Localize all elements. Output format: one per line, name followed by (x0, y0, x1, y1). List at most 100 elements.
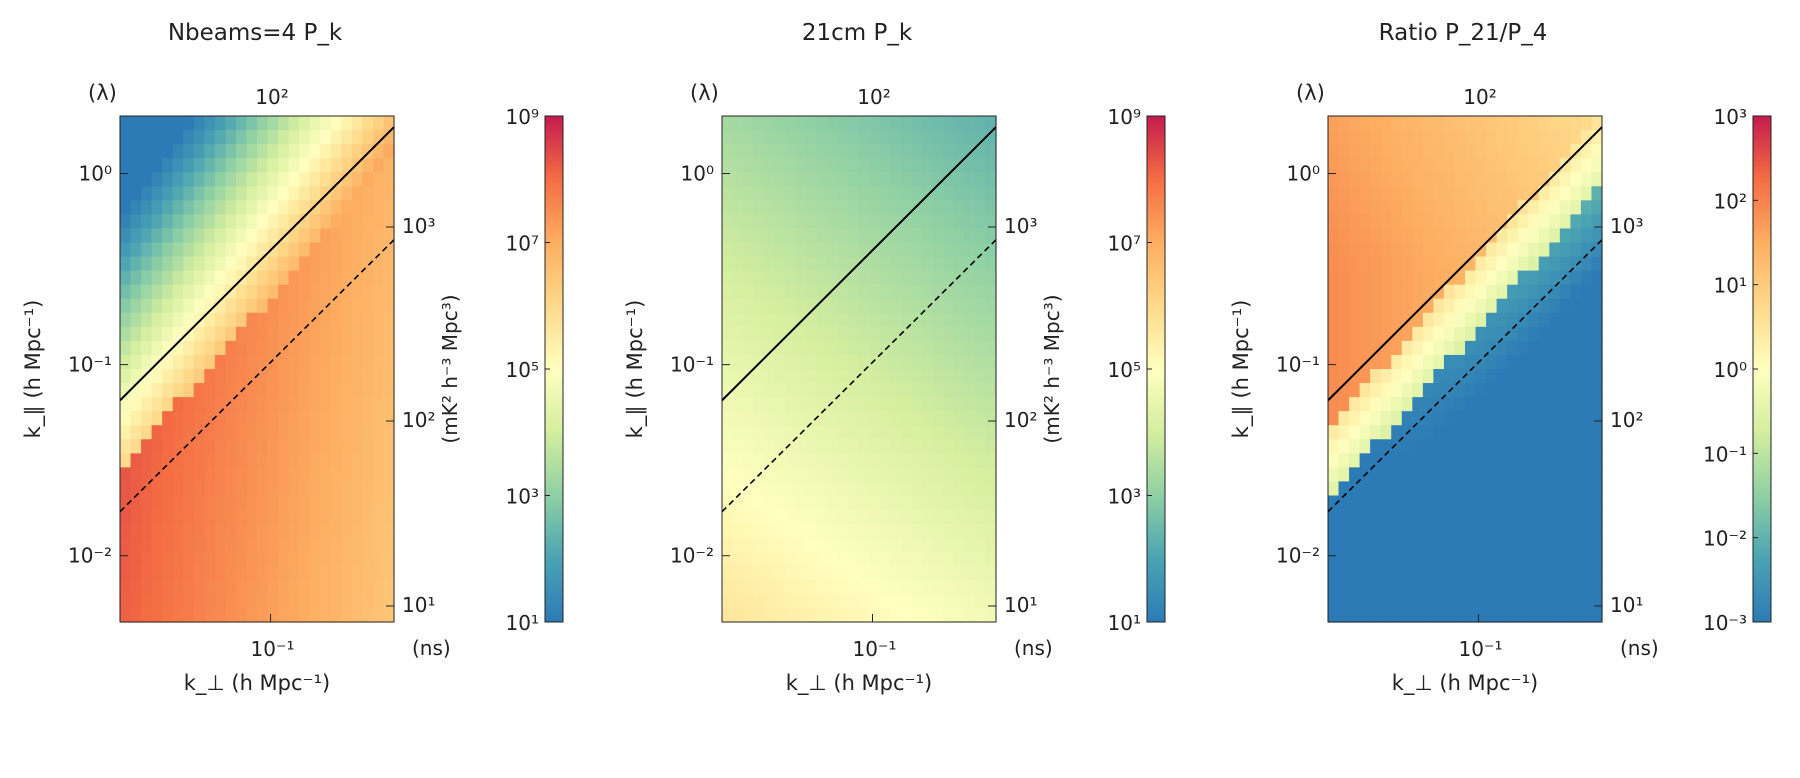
heatmap-cell (732, 340, 744, 356)
heatmap-cell (214, 411, 226, 426)
heatmap-cell (1328, 130, 1340, 145)
heatmap-cell (278, 481, 290, 497)
heatmap-cell (1370, 242, 1382, 258)
heatmap-cell (1359, 158, 1371, 173)
heatmap-cell (1401, 200, 1413, 215)
heatmap-cell (932, 116, 944, 131)
heatmap-cell (1570, 186, 1582, 201)
heatmap-cell (288, 607, 300, 623)
heatmap-cell (806, 130, 818, 145)
heatmap-cell (1380, 172, 1392, 187)
heatmap-cell (943, 383, 955, 398)
y-tick-label: 10⁰ (1287, 162, 1320, 186)
heatmap-cell (162, 565, 174, 581)
heatmap-cell (288, 130, 300, 145)
heatmap-cell (1486, 453, 1498, 468)
heatmap-cell (383, 523, 395, 539)
heatmap-cell (341, 551, 353, 567)
heatmap-cell (1391, 172, 1403, 187)
heatmap-cell (816, 242, 828, 258)
heatmap-cell (943, 326, 955, 342)
heatmap-cell (1391, 312, 1403, 328)
heatmap-cell (225, 144, 237, 159)
heatmap-cell (351, 495, 363, 511)
heatmap-cell (225, 565, 237, 581)
heatmap-cell (848, 242, 860, 258)
heatmap-cell (880, 242, 892, 258)
heatmap-cell (1443, 200, 1456, 215)
heatmap-cell (1517, 172, 1529, 187)
heatmap-cell (774, 354, 786, 370)
heatmap-cell (1454, 130, 1466, 145)
heatmap-cell (1370, 144, 1382, 159)
heatmap-cell (1433, 312, 1445, 328)
heatmap-cell (743, 593, 755, 609)
heatmap-cell (753, 425, 765, 440)
heatmap-cell (1328, 242, 1340, 258)
heatmap-cell (172, 116, 184, 131)
heatmap-cell (1359, 453, 1371, 468)
heatmap-cell (816, 481, 828, 497)
heatmap-cell (1412, 425, 1424, 440)
heatmap-cell (901, 214, 913, 230)
heatmap-cell (1412, 172, 1424, 187)
heatmap-cell (732, 551, 744, 567)
heatmap-cell (753, 579, 765, 595)
heatmap-cell (330, 298, 342, 314)
heatmap-cell (141, 453, 153, 468)
heatmap-cell (288, 495, 300, 511)
heatmap-cell (1443, 495, 1456, 511)
heatmap-cell (785, 425, 797, 440)
heatmap-cell (225, 284, 237, 300)
heatmap-cell (383, 411, 395, 426)
colorbar-tick-label: 10⁹ (506, 105, 539, 129)
heatmap-cell (890, 200, 902, 215)
heatmap-cell (120, 551, 132, 567)
heatmap-cell (351, 565, 363, 581)
heatmap-cell (204, 242, 216, 258)
heatmap-cell (1380, 270, 1392, 286)
heatmap-cell (257, 284, 269, 300)
heatmap-cell (267, 214, 279, 230)
heatmap-cell (151, 186, 163, 201)
top-axis-unit: (λ) (690, 81, 719, 105)
heatmap-cell (1391, 383, 1403, 398)
heatmap-cell (288, 509, 300, 525)
heatmap-cell (278, 284, 290, 300)
heatmap-cell (1401, 509, 1413, 525)
heatmap-cell (848, 481, 860, 497)
heatmap-cell (225, 340, 237, 356)
heatmap-cell (141, 397, 153, 412)
heatmap-cell (974, 425, 987, 440)
heatmap-cell (1465, 242, 1477, 258)
heatmap-cell (351, 481, 363, 497)
heatmap-cell (859, 425, 871, 440)
heatmap-cell (1507, 495, 1519, 511)
heatmap-cell (816, 411, 828, 426)
heatmap-cell (278, 312, 290, 328)
heatmap-cell (1496, 565, 1508, 581)
heatmap-cell (1380, 144, 1392, 159)
heatmap-cell (974, 439, 987, 454)
heatmap-cell (901, 256, 913, 272)
heatmap-cell (880, 284, 892, 300)
heatmap-cell (1443, 144, 1456, 159)
heatmap-cell (383, 116, 395, 131)
heatmap-cell (1517, 383, 1529, 398)
beam-line (721, 239, 997, 513)
y-tick-label: 10⁻¹ (68, 353, 112, 377)
heatmap-cell (1412, 495, 1424, 511)
heatmap-cell (1359, 256, 1371, 272)
heatmap-cell (1454, 172, 1466, 187)
heatmap-cell (764, 551, 776, 567)
heatmap-cell (848, 186, 860, 201)
heatmap-cell (1412, 523, 1424, 539)
heatmap-cell (880, 397, 892, 412)
heatmap-cell (964, 593, 976, 609)
heatmap-cell (1370, 565, 1382, 581)
heatmap-cell (183, 144, 195, 159)
heatmap-cell (1370, 130, 1382, 145)
heatmap-cell (172, 411, 184, 426)
heatmap-cell (1359, 607, 1371, 623)
heatmap-cell (774, 369, 786, 384)
